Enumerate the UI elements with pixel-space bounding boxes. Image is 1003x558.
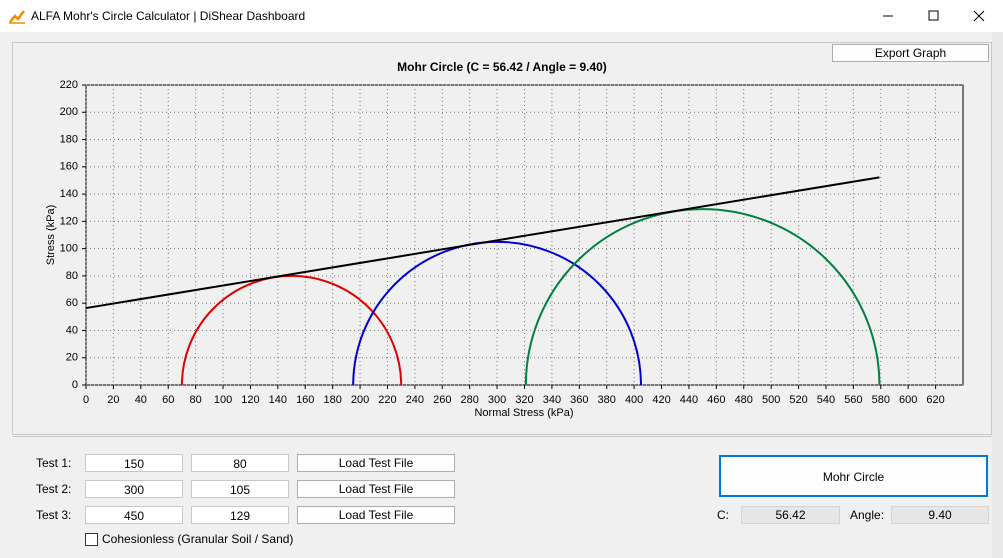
c-value: 56.42 [741,506,840,524]
center-input[interactable]: 150 [85,454,183,472]
x-tick-label: 340 [543,394,561,406]
x-tick-label: 580 [872,394,890,406]
x-tick-label: 200 [351,394,369,406]
center-input[interactable]: 300 [85,480,183,498]
mohr-circle [352,240,642,386]
radius-input[interactable]: 129 [191,506,289,524]
x-tick-label: 220 [378,394,396,406]
chart-panel [12,42,992,435]
window-controls[interactable] [870,0,1003,32]
x-tick-label: 500 [762,394,780,406]
radius-input[interactable]: 105 [191,480,289,498]
test-label: Test 3: [36,508,72,522]
x-tick-label: 320 [515,394,533,406]
window-title: ALFA Mohr's Circle Calculator | DiShear … [31,9,306,23]
x-tick-label: 160 [296,394,314,406]
x-tick-label: 100 [214,394,232,406]
x-tick-label: 180 [323,394,341,406]
x-tick-label: 420 [652,394,670,406]
y-tick-label: 180 [60,133,78,145]
x-axis-label: Normal Stress (kPa) [474,407,573,419]
y-tick-label: 0 [72,379,78,391]
checkbox-label[interactable]: Cohesionless (Granular Soil / Sand) [102,532,294,546]
y-tick-label: 60 [66,297,78,309]
scrollbar [992,32,1003,558]
angle-value: 9.40 [891,506,989,524]
mohr-circle [524,208,881,386]
maximize[interactable] [928,10,939,21]
x-tick-label: 380 [598,394,616,406]
x-tick-label: 460 [707,394,725,406]
y-tick-label: 20 [66,352,78,364]
center-input[interactable]: 450 [85,506,183,524]
x-tick-label: 300 [488,394,506,406]
y-tick-label: 140 [60,188,78,200]
x-tick-label: 60 [162,394,174,406]
mohr-circle-button[interactable]: Mohr Circle [719,455,988,497]
y-tick-label: 200 [60,106,78,118]
load-button[interactable]: Load Test File [297,506,455,524]
x-tick-label: 560 [844,394,862,406]
x-tick-label: 400 [625,394,643,406]
x-tick-label: 80 [190,394,202,406]
y-tick-label: 220 [60,79,78,91]
x-tick-label: 440 [680,394,698,406]
y-tick-label: 160 [60,161,78,173]
load-button[interactable]: Load Test File [297,480,455,498]
x-tick-label: 0 [83,394,89,406]
mohr-circle [180,274,403,386]
c-label: C: [717,508,729,522]
x-tick-label: 140 [269,394,287,406]
chart-title: Mohr Circle (C = 56.42 / Angle = 9.40) [397,60,607,74]
app-icon [9,10,25,24]
x-tick-label: 120 [241,394,259,406]
x-tick-label: 600 [899,394,917,406]
separator [12,436,992,437]
x-tick-label: 280 [461,394,479,406]
export-button[interactable]: Export Graph [832,44,989,62]
y-tick-label: 120 [60,215,78,227]
close[interactable] [973,10,985,22]
chart: Mohr Circle (C = 56.42 / Angle = 9.40) N… [45,60,964,419]
test-label: Test 2: [36,482,72,496]
y-tick-label: 40 [66,324,78,336]
x-tick-label: 260 [433,394,451,406]
failure-envelope [85,176,880,310]
angle-label: Angle: [850,508,885,522]
x-tick-label: 20 [107,394,119,406]
x-tick-label: 540 [817,394,835,406]
radius-input[interactable]: 80 [191,454,289,472]
x-tick-label: 620 [926,394,944,406]
x-tick-label: 520 [789,394,807,406]
x-tick-label: 40 [135,394,147,406]
y-tick-label: 80 [66,270,78,282]
checkbox[interactable] [85,533,98,546]
y-tick-label: 100 [60,243,78,255]
y-axis-label: Stress (kPa) [45,205,57,266]
load-button[interactable]: Load Test File [297,454,455,472]
x-tick-label: 360 [570,394,588,406]
x-tick-label: 240 [406,394,424,406]
title-bar: ALFA Mohr's Circle Calculator | DiShear … [0,0,1003,32]
test-label: Test 1: [36,456,72,470]
x-tick-label: 480 [735,394,753,406]
